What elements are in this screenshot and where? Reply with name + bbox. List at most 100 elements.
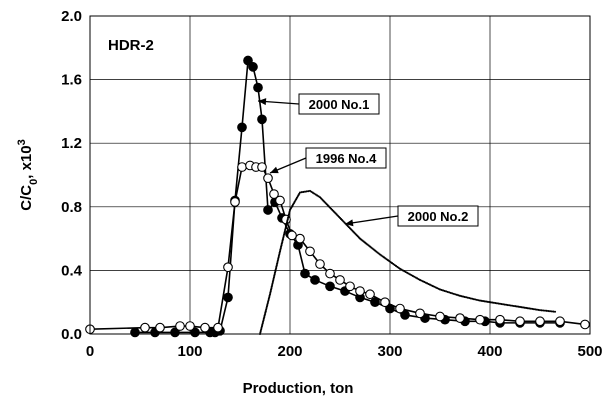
x-tick-label: 200: [277, 343, 302, 360]
annotation-arrowhead: [345, 219, 354, 227]
y-tick-label: 2.0: [61, 8, 82, 25]
data-point: [130, 327, 140, 338]
data-point: [540, 309, 543, 312]
y-axis-title-sub: 0: [28, 179, 40, 185]
data-point: [482, 300, 485, 303]
data-point: [305, 190, 308, 193]
data-point: [455, 313, 465, 323]
data-point: [370, 297, 380, 308]
data-point: [237, 162, 247, 172]
data-point: [345, 281, 355, 292]
data-point: [517, 305, 520, 308]
data-point: [155, 322, 165, 333]
data-point: [486, 300, 489, 303]
y-axis-title-main: C/C: [18, 185, 35, 211]
annotation-3: 2000 No.2: [344, 205, 479, 227]
annotation-label: 2000 No.1: [309, 97, 370, 112]
data-point: [213, 322, 223, 333]
data-point: [223, 262, 233, 273]
annotation-label: 1996 No.4: [316, 151, 377, 166]
data-point: [243, 55, 253, 66]
data-point: [494, 302, 497, 305]
data-point: [532, 308, 535, 311]
data-point: [545, 309, 548, 312]
data-point: [495, 314, 505, 325]
data-point: [395, 303, 405, 314]
data-point: [325, 281, 335, 292]
data-point: [489, 301, 492, 304]
data-point: [503, 303, 506, 306]
data-point: [365, 289, 375, 300]
data-point: [275, 195, 285, 206]
data-point: [550, 310, 553, 313]
data-point: [509, 304, 512, 307]
data-point: [529, 307, 532, 310]
data-point: [435, 311, 445, 322]
data-point: [483, 300, 486, 303]
data-point: [511, 304, 514, 307]
data-point: [298, 191, 302, 194]
data-point: [305, 246, 315, 257]
data-point: [248, 62, 258, 72]
data-point: [200, 322, 210, 333]
y-axis-title-sup: 3: [16, 139, 28, 145]
x-tick-label: 100: [177, 343, 202, 360]
data-point: [500, 302, 503, 306]
data-point: [263, 205, 273, 215]
data-point: [287, 230, 297, 241]
data-point: [300, 268, 310, 279]
data-point: [543, 309, 547, 312]
x-tick-label: 300: [377, 343, 402, 360]
data-point: [257, 162, 267, 172]
x-axis-title: Production, ton: [243, 380, 354, 397]
annotation-arrow: [344, 215, 399, 225]
data-point: [495, 302, 498, 305]
annotation-box: [305, 147, 387, 169]
data-point: [491, 301, 494, 304]
data-point: [542, 309, 545, 312]
data-point: [253, 82, 263, 93]
data-point: [190, 327, 200, 338]
data-point: [475, 314, 485, 325]
data-point: [522, 306, 525, 309]
y-tick-labels: 0.0 0.4 0.8 1.2 1.6 2.0: [61, 8, 83, 343]
data-point: [547, 309, 550, 313]
panel-label: HDR-2: [108, 37, 154, 54]
data-point: [492, 301, 495, 304]
data-point: [310, 275, 320, 285]
gridlines: [89, 15, 591, 335]
data-point: [525, 306, 528, 309]
x-tick-label: 500: [577, 343, 602, 360]
data-point: [526, 307, 529, 310]
data-point: [415, 308, 425, 319]
y-tick-label: 0.4: [61, 262, 83, 279]
data-point: [257, 114, 267, 125]
data-point: [537, 308, 540, 311]
data-point: [555, 316, 565, 327]
data-point: [478, 299, 482, 302]
annotation-box: [397, 205, 479, 227]
data-point: [230, 197, 240, 207]
data-point: [185, 321, 195, 331]
annotation-2: 1996 No.4: [269, 147, 387, 174]
data-point: [380, 297, 390, 308]
data-point: [548, 310, 552, 313]
data-point: [535, 316, 545, 327]
data-point: [528, 307, 531, 310]
annotation-1: 2000 No.1: [257, 93, 380, 115]
data-point: [520, 306, 523, 309]
data-point: [518, 305, 522, 309]
data-point: [315, 259, 325, 269]
annotation-arrowhead: [258, 98, 267, 106]
data-point: [488, 301, 491, 304]
data-point: [325, 268, 335, 279]
data-point: [512, 304, 515, 308]
data-point: [303, 190, 307, 193]
series-3: [258, 189, 557, 336]
data-point: [515, 305, 518, 308]
data-point: [237, 122, 247, 133]
data-point: [302, 190, 305, 194]
x-tick-label: 0: [86, 343, 94, 360]
data-point: [552, 310, 555, 313]
